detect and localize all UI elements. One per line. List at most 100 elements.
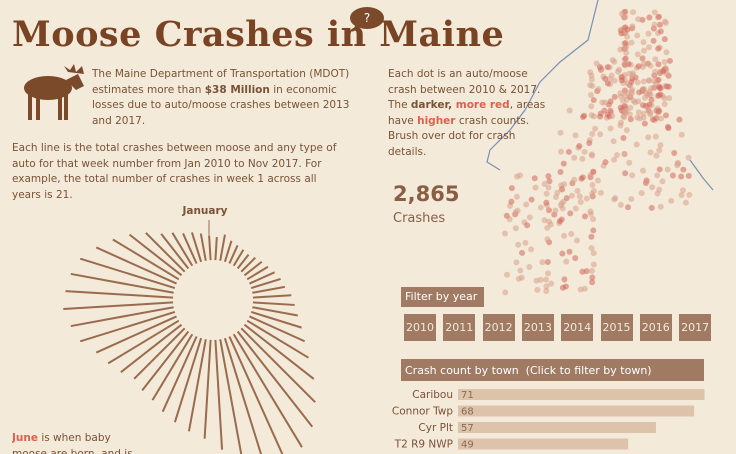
crash-dot [563,195,570,202]
bar[interactable] [458,422,656,433]
crash-dot [572,205,579,212]
week-line [252,285,285,294]
crash-dot [657,203,664,210]
crash-dot [647,149,654,156]
year-button[interactable]: 2013 [521,314,554,341]
week-line [70,306,174,328]
crash-dot [559,284,566,291]
crash-dot [539,259,546,266]
crash-dot [576,143,583,150]
crash-dot [622,60,629,67]
crash-dot [656,186,663,193]
crash-dot [678,192,685,199]
week-line [243,260,263,277]
crash-dot [655,61,662,68]
town-label: Connor Twp [392,406,453,418]
crash-dot [662,112,669,119]
year-button[interactable]: 2016 [639,314,672,341]
crash-dot [678,131,685,138]
crash-dot [646,91,653,98]
crash-dot [602,159,609,166]
moose-icon [24,64,84,120]
state-border [486,0,599,171]
crash-dot [578,175,585,182]
crash-dot [682,199,689,206]
crash-dot [523,201,530,208]
week-line [95,246,177,285]
year-button[interactable]: 2011 [443,314,476,341]
crash-dot [611,93,618,100]
crash-dot [617,104,624,111]
week-line [250,277,281,290]
crash-dot [628,39,635,46]
crash-dot [543,199,550,206]
crash-dot [643,178,650,185]
year-button[interactable]: 2017 [679,314,712,341]
year-button[interactable]: 2014 [561,314,594,341]
note-text: crash counts. Brush over dot for crash d… [388,114,530,158]
total-label: Crashes [393,211,446,226]
crash-dot [655,92,662,99]
crash-dot [657,28,664,35]
crash-dot [526,263,533,270]
intro: The Maine Department of Transportation (… [92,67,372,129]
crash-dot [504,271,511,278]
intro-text: The Maine Department of Transportation (… [92,68,350,96]
week-line [95,315,177,354]
year-button[interactable]: 2010 [404,314,436,341]
crash-dot [651,21,658,28]
help-icon[interactable]: ? [364,11,370,25]
crash-dot [661,95,668,102]
crash-dot [640,167,647,174]
crash-dot [602,99,609,106]
crash-dot [565,148,572,155]
crash-dot [645,44,652,51]
crash-dot [528,196,535,203]
town-label: Cyr Plt [418,422,453,434]
crash-dot [545,270,552,277]
crash-dot [628,195,635,202]
total-value: 2,865 [393,182,460,206]
crash-dot [546,218,553,225]
year-button[interactable]: 2015 [600,314,633,341]
crash-dot [654,172,661,179]
crash-dot [577,199,584,206]
town-label: T2 R9 NWP [394,439,453,451]
crash-dot [666,57,673,64]
crash-dot [577,286,584,293]
crash-dot [515,241,522,248]
intro-highlight: $38 Million [204,83,270,96]
crash-dot [590,227,597,234]
crash-dot [640,78,647,85]
week-line [141,330,190,391]
crash-dot [622,40,629,47]
help-bubble[interactable]: ? [350,7,384,32]
week-line [182,233,198,264]
crash-dot [650,37,657,44]
crash-dot [660,68,667,75]
crash-dot [607,125,614,132]
crash-dot [685,172,692,179]
crash-dot [573,237,580,244]
crash-dot [661,36,668,43]
crash-dot [649,184,656,191]
crash-dot [646,14,653,21]
crash-dot [611,77,618,84]
crash-dot [545,207,552,214]
bar[interactable] [458,438,629,450]
crash-dot [648,96,655,103]
crash-dot [652,133,659,140]
week-line [173,337,203,423]
crash-dot [545,173,552,180]
crash-dot [679,187,686,194]
year-button[interactable]: 2012 [482,314,515,341]
week-line [246,319,309,359]
crash-dot [543,190,550,197]
week-line [171,232,194,267]
week-line [232,333,303,448]
crash-dot [524,222,531,229]
crash-dot [635,63,642,70]
bar[interactable] [458,389,705,400]
week-line [249,315,306,343]
bar[interactable] [458,405,695,417]
